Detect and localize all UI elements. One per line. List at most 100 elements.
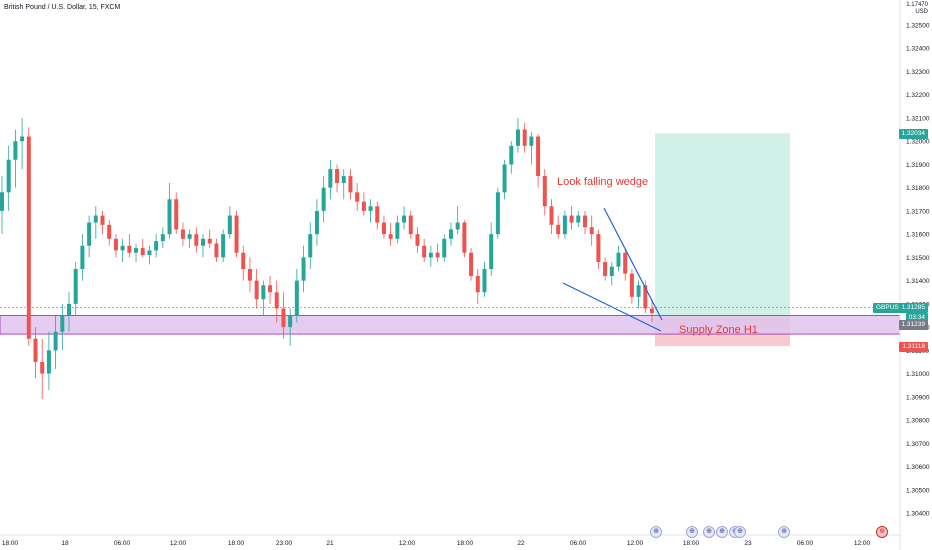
candle-body — [160, 234, 165, 242]
candle-body — [495, 192, 500, 235]
y-tick-label: 1.32100 — [906, 115, 930, 122]
y-tick-label: 1.31800 — [906, 185, 930, 192]
candle-body — [408, 215, 413, 235]
wedge-upper-line — [603, 207, 663, 321]
candle-body — [294, 280, 299, 316]
candle-body — [214, 243, 219, 258]
candle-body — [442, 238, 447, 258]
y-tick-label: 1.32300 — [906, 69, 930, 76]
candle-body — [650, 308, 654, 314]
candle-body — [469, 252, 474, 276]
candle-body — [274, 292, 279, 309]
x-tick-label: 18:00 — [2, 540, 19, 547]
x-tick-label: 18:00 — [228, 540, 245, 547]
us-flag-event-icon[interactable]: ⊕ — [703, 526, 715, 538]
axis-currency-line-2: USD — [915, 9, 928, 15]
candle-body — [20, 136, 25, 142]
candle-body — [348, 176, 353, 193]
candle-body — [556, 224, 561, 235]
candle-body — [268, 285, 273, 293]
candle-body — [281, 308, 286, 328]
candle-body — [187, 234, 192, 239]
candle-body — [221, 234, 226, 258]
x-axis[interactable]: 18:00 18 06:00 12:00 18:00 23:00 21 12:00 18:00 2… — [0, 534, 900, 547]
stop-price-label: 1.31118 — [899, 342, 928, 352]
candle-body — [603, 262, 608, 276]
candle-body — [395, 222, 400, 239]
candle-body — [73, 269, 78, 304]
candle-body — [120, 245, 125, 251]
candle-body — [134, 248, 139, 253]
x-tick-label: 12:00 — [627, 540, 644, 547]
candle-body — [154, 241, 159, 251]
wedge-annotation[interactable]: Look falling wedge — [557, 176, 649, 188]
candle-body — [314, 210, 319, 235]
candle-body — [67, 303, 72, 316]
y-tick-label: 1.31000 — [906, 371, 930, 378]
calendar-event-icon[interactable]: ⊕ — [876, 526, 888, 538]
supply-zone-label[interactable]: Supply Zone H1 — [679, 324, 758, 336]
x-tick-label: 12:00 — [170, 540, 187, 547]
candle-body — [482, 269, 487, 293]
candle-body — [388, 234, 393, 239]
y-tick-label: 1.31600 — [906, 232, 930, 239]
x-tick-label: 18 — [61, 540, 69, 547]
candle-body — [321, 187, 326, 211]
candle-body — [33, 338, 38, 362]
candle-body — [462, 222, 467, 253]
us-flag-event-icon[interactable]: ⊕ — [778, 526, 790, 538]
candle-body — [93, 215, 98, 223]
x-tick-label: 21 — [326, 540, 334, 547]
candle-body — [582, 215, 587, 228]
candle-body — [428, 252, 433, 258]
candle-body — [596, 234, 601, 263]
x-tick-label: 18:00 — [457, 540, 474, 547]
us-flag-event-icon[interactable]: ⊕ — [734, 526, 746, 538]
candle-body — [6, 159, 11, 193]
candles — [0, 117, 654, 400]
candle-body — [616, 252, 621, 267]
uk-flag-event-icon[interactable]: ⊕ — [650, 526, 662, 538]
candle-body — [328, 169, 333, 188]
candle-body — [46, 350, 51, 374]
candle-body — [589, 227, 594, 235]
candle-body — [609, 266, 614, 276]
candle-body — [361, 201, 366, 211]
y-tick-label: 1.31400 — [906, 278, 930, 285]
candle-body — [569, 215, 574, 223]
chart-title: British Pound / U.S. Dollar, 15, FXCM — [4, 4, 121, 11]
candle-body — [140, 248, 145, 256]
y-tick-label: 1.30400 — [906, 511, 930, 518]
us-flag-event-icon[interactable]: ⊕ — [716, 526, 728, 538]
candle-body — [643, 285, 648, 309]
y-tick-label: 1.32000 — [906, 139, 930, 146]
candle-body — [127, 245, 132, 253]
candle-body — [341, 176, 346, 184]
candle-body — [201, 238, 206, 246]
candle-body — [180, 229, 185, 239]
y-tick-label: 1.31500 — [906, 255, 930, 262]
target-zone — [655, 133, 790, 319]
candle-body — [368, 206, 373, 211]
y-tick-label: 1.31900 — [906, 162, 930, 169]
candle-body — [562, 215, 567, 235]
y-tick-label: 1.30600 — [906, 464, 930, 471]
y-tick-label: 1.32500 — [906, 23, 930, 30]
candle-body — [509, 145, 514, 165]
x-tick-label: 06:00 — [114, 540, 131, 547]
candle-body — [60, 315, 65, 332]
candle-body — [113, 238, 118, 251]
candle-body — [241, 252, 246, 269]
candle-body — [100, 215, 105, 225]
x-tick-label: 06:00 — [570, 540, 587, 547]
candle-body — [435, 252, 440, 258]
candle-body — [455, 222, 460, 230]
candle-body — [254, 280, 259, 300]
uk-flag-event-icon[interactable]: ⊕ — [686, 526, 698, 538]
y-axis[interactable]: 1.32500 1.32400 1.32300 1.32200 1.32100 1.320… — [899, 0, 930, 550]
candle-body — [375, 206, 380, 223]
x-tick-label: 23 — [744, 540, 752, 547]
y-tick-label: 1.32200 — [906, 92, 930, 99]
candle-body — [40, 361, 45, 374]
